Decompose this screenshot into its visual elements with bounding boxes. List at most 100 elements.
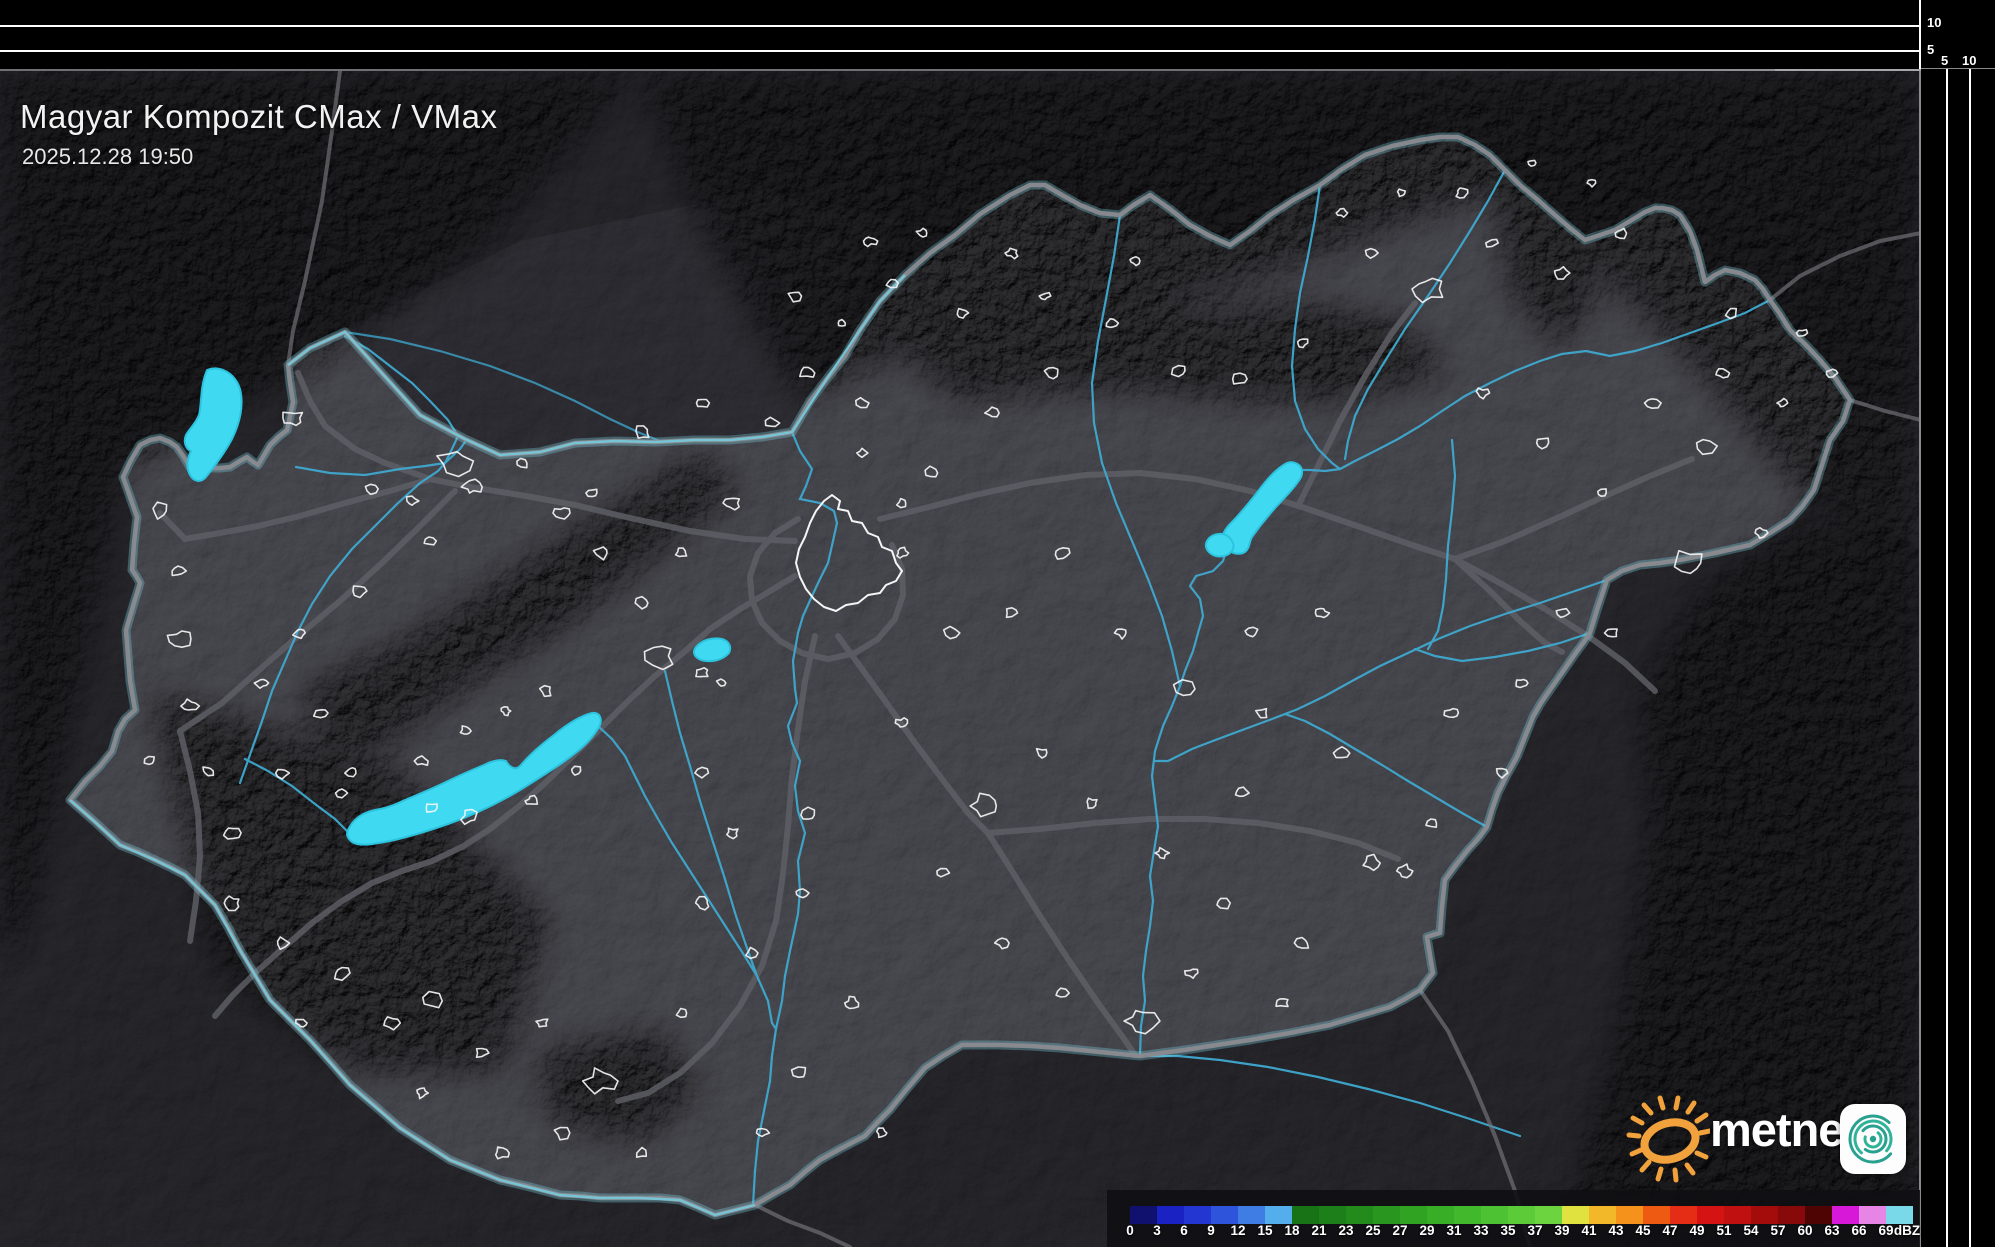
settlement-outline [643,645,674,671]
dbz-scale-cell [1346,1206,1373,1224]
settlement-outline [726,827,739,840]
metnet-app-icon [1840,1104,1906,1174]
vmax-right-panel [1921,69,1995,1247]
dbz-scale-cell [1589,1206,1616,1224]
settlement-outline [222,827,242,840]
lakes [183,367,1304,846]
dbz-scale-cell [1454,1206,1481,1224]
dbz-scale-label: 35 [1500,1223,1516,1238]
lake-balaton [346,711,602,846]
settlement-outline [1005,607,1019,619]
settlement-outline [171,565,188,577]
dbz-scale-label: 25 [1365,1223,1381,1238]
settlement-outline [894,717,909,728]
settlement-outline [1527,159,1537,167]
settlement-outline [924,465,939,478]
settlement-outline [425,803,438,813]
right-gridline-5km [1946,69,1948,1247]
settlement-outline [1055,987,1070,998]
settlement-outline [1695,438,1718,456]
dbz-scale-cell [1508,1206,1535,1224]
dbz-scale-label: 29 [1419,1223,1435,1238]
settlement-outline [1035,747,1048,759]
settlements [143,159,1839,1160]
dbz-scale-label: 18 [1284,1223,1300,1238]
settlement-outline [202,766,215,777]
dbz-scale-cell [1427,1206,1454,1224]
dbz-scale-label: 21 [1311,1223,1327,1238]
settlement-outline [936,867,951,878]
settlement-outline [634,595,649,610]
dbz-scale-cell [1265,1206,1292,1224]
dbz-scale-cell [1157,1206,1184,1224]
dbz-scale-cell [1130,1206,1157,1224]
radar-map [0,71,1921,1247]
sun-icon [1626,1095,1713,1183]
settlement-outline [635,425,650,439]
settlement-outline [722,497,741,511]
dbz-scale-cell [1751,1206,1778,1224]
dbz-scale-cell [1805,1206,1832,1224]
right-gridline-10km [1969,69,1971,1247]
dbz-scale-cell [1184,1206,1211,1224]
settlement-outline [1411,277,1444,304]
right-axis-label-5: 5 [1941,53,1949,68]
dbz-scale-label: 49 [1689,1223,1705,1238]
settlement-outline [295,1018,308,1028]
settlement-outline [1586,178,1597,188]
settlement-outline [1475,387,1491,400]
settlement-outline [413,755,429,766]
settlement-outline [333,966,351,981]
settlement-outline [1776,397,1789,408]
settlement-outline [1105,318,1120,329]
settlement-outline [364,483,379,496]
settlement-outline [675,1007,688,1019]
settlement-outline [1597,488,1607,497]
dbz-scale-cell [1211,1206,1238,1224]
settlement-outline [1314,607,1331,619]
settlement-outline [1170,364,1186,378]
map-top-border-brighter [1775,67,1921,71]
maros-river [1148,1054,1522,1138]
settlement-outline [856,447,869,459]
settlement-outline [755,1127,771,1138]
dbz-scale-label: 3 [1153,1223,1161,1238]
settlement-outline [423,536,438,546]
settlement-outline [1535,437,1550,450]
rivers [238,168,1772,1207]
settlement-outline [223,895,240,912]
settlement-outline [1038,291,1052,301]
settlement-outline [282,411,304,427]
settlement-outline [459,725,472,735]
top-gridline-10km [0,25,1919,27]
settlement-outline [416,1087,430,1100]
outside-country-shade [0,71,1921,1247]
settlement-outline [674,547,688,558]
settlement-outline [535,1018,549,1028]
border-river-segments [69,274,906,1217]
dbz-scale-cell [1697,1206,1724,1224]
settlement-outline [855,396,870,409]
settlement-outline [1234,786,1250,798]
settlement-outline [1183,968,1199,979]
settlement-outline [1754,526,1769,539]
dbz-scale-cell [1292,1206,1319,1224]
settlement-outline [875,1127,888,1139]
settlement-outline [1275,998,1289,1008]
settlement-outline [1396,188,1406,198]
settlement-outline [799,366,816,378]
settlement-outline [475,1047,490,1059]
product-title: Magyar Kompozit CMax / VMax [20,98,498,135]
settlement-outline [405,495,420,506]
dbz-scale-label: 60 [1797,1223,1813,1238]
settlement-outline [1643,398,1662,409]
settlement-outline [715,678,727,687]
settlement-outline [993,937,1010,950]
lake-ferto [183,367,243,482]
dbz-scale-label: 45 [1635,1223,1651,1238]
settlement-outline [1086,797,1098,809]
dbz-scale-cell [1778,1206,1805,1224]
settlement-outline [152,501,168,520]
tisza-river-lower [1138,542,1230,1058]
dbz-scale-label: 69 [1878,1223,1894,1238]
